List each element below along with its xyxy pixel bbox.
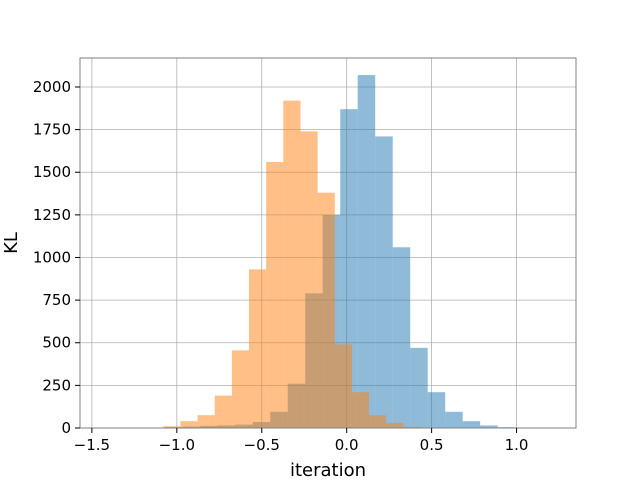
x-axis-label: iteration bbox=[290, 460, 366, 480]
histogram-bar-series-1 bbox=[410, 347, 428, 428]
x-tick-label: 1.0 bbox=[505, 436, 529, 454]
histogram-bar-series-2 bbox=[283, 100, 301, 428]
histogram-bar-series-1 bbox=[375, 136, 393, 429]
x-tick-label: −1.0 bbox=[159, 436, 195, 454]
x-tick-label: 0.5 bbox=[420, 436, 444, 454]
histogram-bar-series-2 bbox=[249, 269, 267, 428]
histogram-bar-series-2 bbox=[386, 422, 404, 428]
histogram-bar-series-2 bbox=[197, 415, 215, 428]
histogram-bar-series-1 bbox=[480, 425, 498, 428]
y-tick-label: 1250 bbox=[33, 206, 71, 224]
x-tick-label: −0.5 bbox=[244, 436, 280, 454]
histogram-bar-series-2 bbox=[180, 421, 198, 428]
y-axis-label: KL bbox=[1, 232, 22, 254]
histogram-bar-series-1 bbox=[357, 75, 376, 428]
plot-frame bbox=[79, 57, 577, 429]
histogram-bar-series-2 bbox=[351, 392, 370, 428]
y-tick-label: 250 bbox=[42, 376, 71, 394]
histogram-bar-series-2 bbox=[266, 162, 284, 428]
bars bbox=[95, 75, 551, 429]
histogram-bar-series-1 bbox=[445, 411, 463, 428]
y-tick-label: 2000 bbox=[33, 78, 71, 96]
histogram-bar-series-2 bbox=[317, 192, 335, 428]
y-tick-label: 750 bbox=[42, 291, 71, 309]
histogram-bar-series-1 bbox=[392, 247, 411, 428]
histogram-bar-series-2 bbox=[231, 350, 250, 428]
histogram-bar-series-2 bbox=[334, 344, 352, 428]
histogram-bar-series-2 bbox=[214, 395, 232, 428]
histogram-bar-series-2 bbox=[163, 426, 181, 428]
histogram-bar-series-2 bbox=[369, 415, 387, 428]
histogram-bar-series-1 bbox=[427, 392, 446, 428]
ticks: −1.5 −1.0 −0.5 0.0 0.5 1.0 0 250 500 750 1000 1250 1… bbox=[33, 78, 529, 454]
y-tick-label: 500 bbox=[42, 334, 71, 352]
y-tick-label: 1750 bbox=[33, 121, 71, 139]
x-tick-label: 0.0 bbox=[335, 436, 359, 454]
grid bbox=[80, 58, 576, 429]
y-tick-label: 0 bbox=[61, 419, 71, 437]
y-tick-label: 1000 bbox=[33, 248, 71, 266]
histogram-bar-series-1 bbox=[462, 421, 481, 428]
x-tick-label: −1.5 bbox=[74, 436, 110, 454]
histogram-bar-series-2 bbox=[300, 131, 318, 428]
y-tick-label: 1500 bbox=[33, 163, 71, 181]
